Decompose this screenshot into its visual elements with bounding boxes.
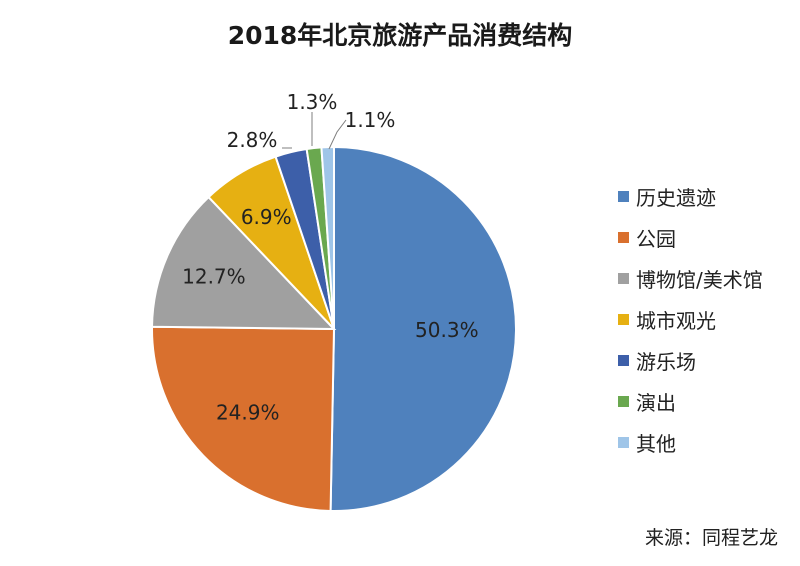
legend-label: 公园 bbox=[636, 227, 676, 251]
legend-swatch bbox=[618, 232, 629, 243]
legend-label: 历史遗迹 bbox=[636, 186, 716, 210]
legend-swatch bbox=[618, 314, 629, 325]
legend-item: 其他 bbox=[618, 422, 763, 463]
legend-swatch bbox=[618, 273, 629, 284]
slice-value-label: 50.3% bbox=[415, 318, 479, 342]
slice-value-label: 2.8% bbox=[227, 128, 278, 152]
slice-value-label: 1.3% bbox=[287, 90, 338, 114]
legend-item: 游乐场 bbox=[618, 340, 763, 381]
pie-slice bbox=[151, 325, 336, 512]
legend-swatch bbox=[618, 355, 629, 366]
source-note: 来源：同程艺龙 bbox=[644, 527, 778, 549]
pie-slice bbox=[320, 145, 335, 330]
slice-value-label: 12.7% bbox=[182, 265, 246, 289]
legend-swatch bbox=[618, 191, 629, 202]
slice-value-label: 1.1% bbox=[345, 108, 396, 132]
pie-slice bbox=[151, 195, 337, 331]
chart-legend: 历史遗迹公园博物馆/美术馆 城市观光游乐场演出其他 bbox=[618, 176, 763, 463]
legend-item: 城市观光 bbox=[618, 299, 763, 340]
slice-value-label: 24.9% bbox=[216, 401, 280, 425]
slice-value-label: 6.9% bbox=[241, 205, 292, 229]
legend-label: 城市观光 bbox=[636, 309, 716, 333]
legend-label: 游乐场 bbox=[636, 350, 696, 374]
legend-label: 博物馆/美术馆 bbox=[636, 268, 763, 292]
chart-title: 2018年北京旅游产品消费结构 bbox=[227, 21, 573, 50]
legend-item: 演出 bbox=[618, 381, 763, 422]
legend-swatch bbox=[618, 437, 629, 448]
legend-label: 其他 bbox=[636, 432, 676, 456]
legend-item: 公园 bbox=[618, 217, 763, 258]
legend-swatch bbox=[618, 396, 629, 407]
legend-item: 历史遗迹 bbox=[618, 176, 763, 217]
legend-label: 演出 bbox=[636, 391, 676, 415]
legend-item: 博物馆/美术馆 bbox=[618, 258, 763, 299]
pie-slice bbox=[329, 145, 517, 512]
leader-line bbox=[328, 119, 347, 150]
